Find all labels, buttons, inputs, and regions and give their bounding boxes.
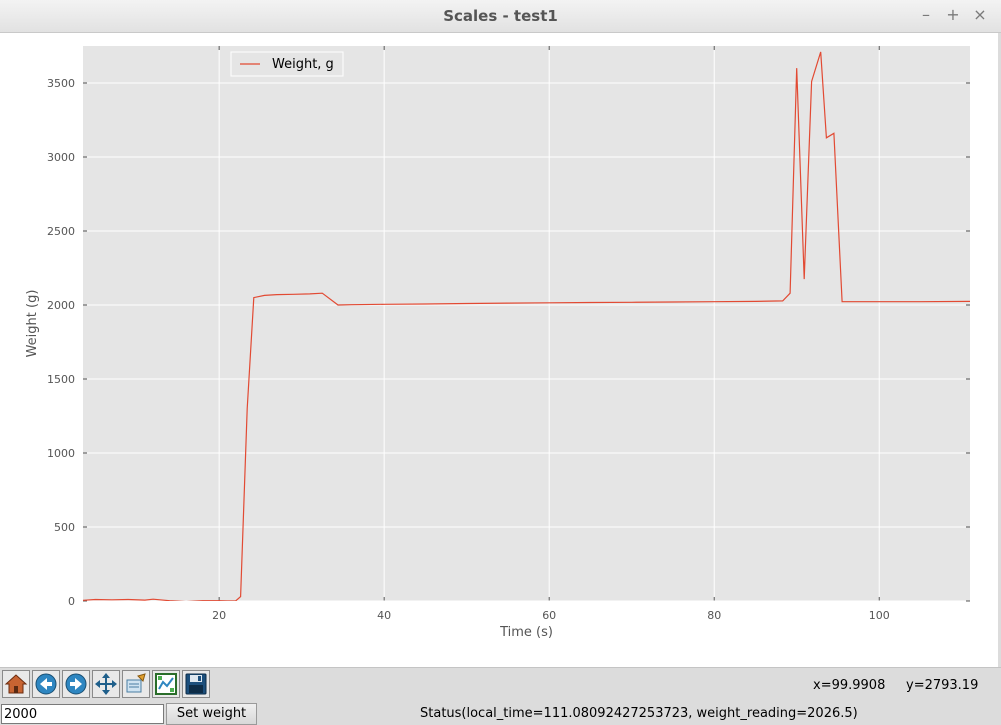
forward-button[interactable]	[62, 670, 90, 698]
floppy-disk-icon	[185, 673, 207, 695]
maximize-button[interactable]: +	[946, 5, 960, 24]
zoom-rect-icon	[126, 673, 146, 693]
y-axis-label: Weight (g)	[25, 290, 40, 358]
control-bar: Set weight Status(local_time=111.0809242…	[0, 703, 1001, 725]
y-tick-label: 2000	[47, 299, 75, 312]
legend-label: Weight, g	[272, 57, 334, 72]
y-tick-label: 2500	[47, 225, 75, 238]
navigation-toolbar: x=99.9908 y=2793.19	[0, 667, 1001, 704]
y-tick-label: 1500	[47, 373, 75, 386]
plot-figure[interactable]: 20 40 60 80 100 0 500 1000 1500 2000 2500 3000 3500 T…	[0, 33, 1001, 667]
x-tick-label: 40	[377, 609, 391, 622]
status-text: Status(local_time=111.08092427253723, we…	[420, 706, 858, 721]
plot-area	[83, 46, 970, 601]
minimize-button[interactable]: –	[922, 5, 930, 24]
series-line-weight	[83, 51, 970, 601]
x-tick-label: 60	[542, 609, 556, 622]
subplots-button[interactable]	[152, 670, 180, 698]
x-axis-label: Time (s)	[499, 625, 553, 640]
window-edge	[998, 33, 1001, 667]
arrow-right-icon	[65, 673, 87, 695]
back-button[interactable]	[32, 670, 60, 698]
close-button[interactable]: ×	[973, 5, 987, 24]
x-tick-label: 20	[212, 609, 226, 622]
zoom-button[interactable]	[122, 670, 150, 698]
x-coordinate-readout: x=99.9908	[813, 678, 886, 693]
y-tick-label: 0	[68, 595, 75, 608]
set-weight-button[interactable]: Set weight	[166, 703, 257, 725]
save-button[interactable]	[182, 670, 210, 698]
window-title: Scales - test1	[443, 7, 558, 25]
home-icon	[4, 674, 28, 694]
y-coordinate-readout: y=2793.19	[906, 678, 979, 693]
y-tick-label: 1000	[47, 447, 75, 460]
home-button[interactable]	[2, 670, 30, 698]
x-tick-label: 80	[707, 609, 721, 622]
y-tick-label: 500	[54, 521, 75, 534]
subplots-icon	[155, 673, 177, 695]
x-tick-label: 100	[869, 609, 890, 622]
y-tick-label: 3500	[47, 77, 75, 90]
title-bar: Scales - test1 – + ×	[0, 0, 1001, 33]
move-arrows-icon	[95, 673, 117, 695]
pan-button[interactable]	[92, 670, 120, 698]
weight-chart[interactable]: 20 40 60 80 1000500100015002000250030003500T…	[0, 33, 1001, 667]
weight-input[interactable]	[1, 704, 164, 724]
arrow-left-icon	[35, 673, 57, 695]
y-tick-label: 3000	[47, 151, 75, 164]
